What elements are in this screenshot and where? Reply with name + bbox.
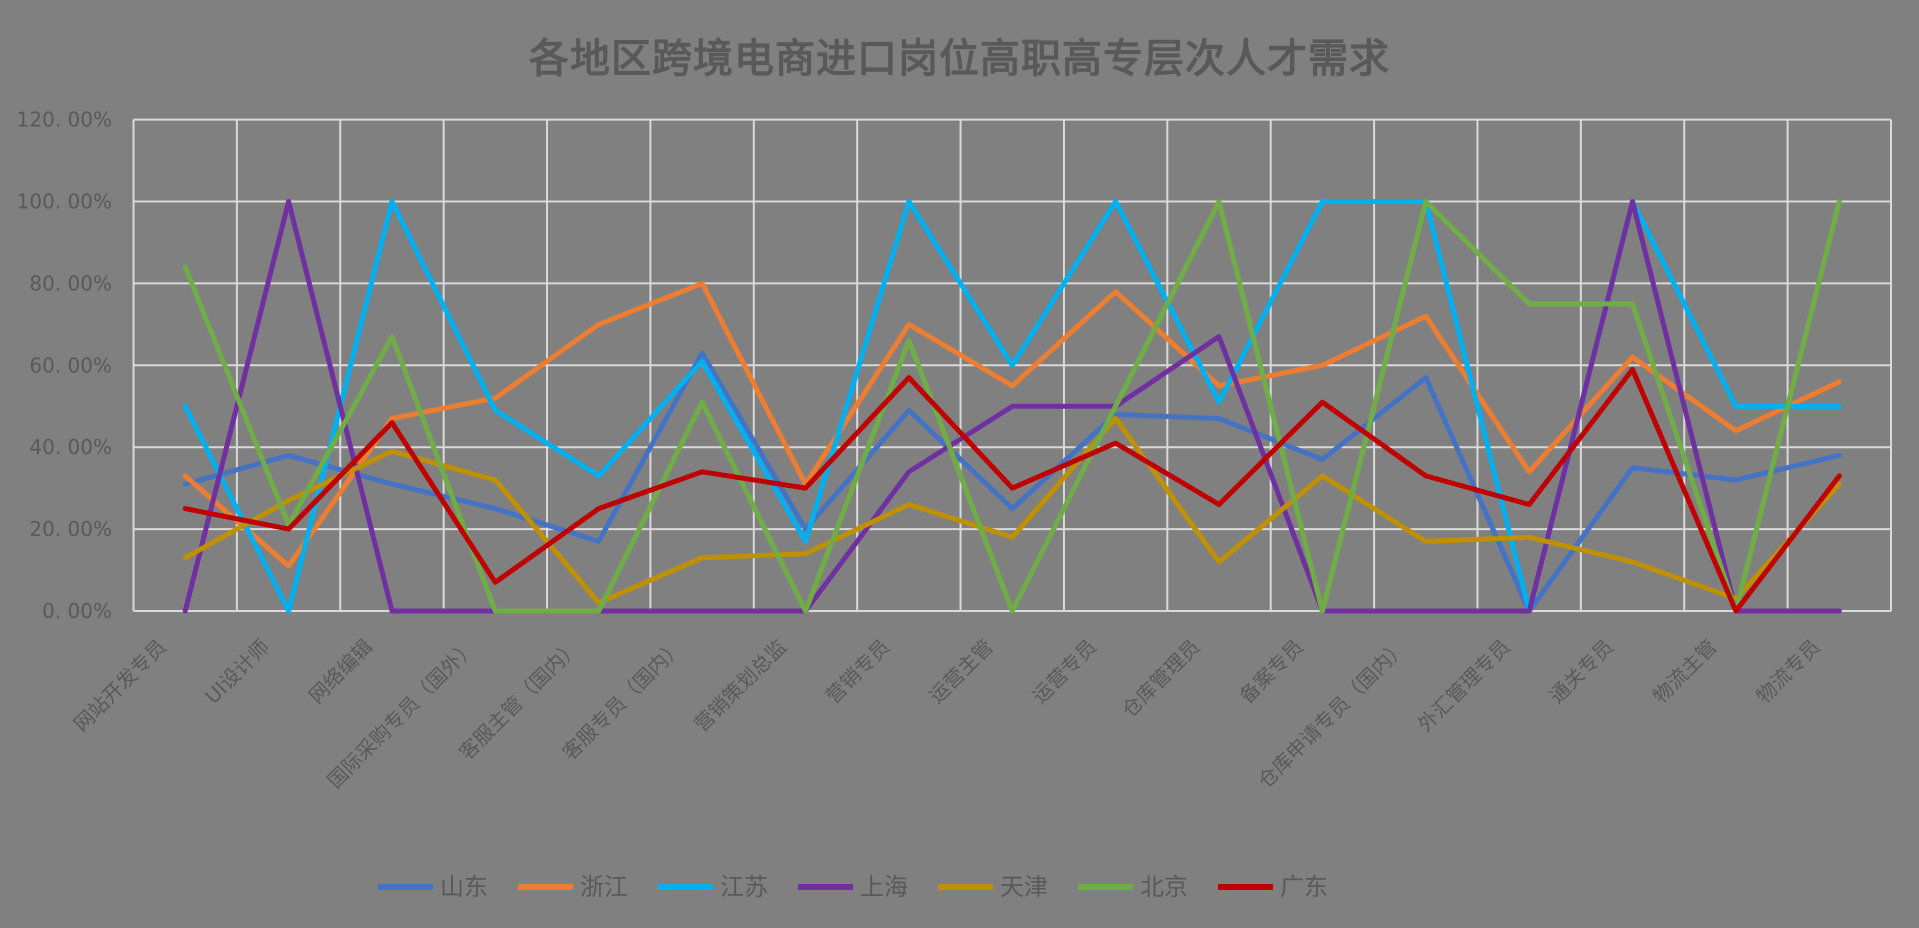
x-axis-category-label: 网站开发专员 [69, 635, 171, 737]
y-axis-tick-label: 40. 00% [29, 435, 112, 459]
legend-label-江苏: 江苏 [720, 873, 768, 901]
y-axis-tick-label: 60. 00% [29, 353, 112, 377]
x-axis-category-label: 物流专员 [1751, 635, 1825, 709]
series-line-北京 [182, 199, 1842, 614]
x-axis-category-label: 物流主管 [1648, 635, 1722, 709]
legend-item-北京: 北京 [1078, 875, 1188, 899]
legend-label-天津: 天津 [1000, 873, 1048, 901]
legend-label-浙江: 浙江 [580, 873, 628, 901]
legend-item-江苏: 江苏 [658, 875, 768, 899]
x-axis-category-label: 营销策划总监 [689, 635, 791, 737]
legend-label-上海: 上海 [860, 873, 908, 901]
legend-item-山东: 山东 [378, 875, 488, 899]
legend-swatch-山东 [378, 884, 433, 890]
series-line-广东 [182, 366, 1842, 614]
legend-item-天津: 天津 [938, 875, 1048, 899]
x-axis-category-label: 备案专员 [1234, 635, 1308, 709]
legend-label-广东: 广东 [1280, 873, 1328, 901]
chart-legend: 山东 浙江 江苏 上海 天津 北京 广东 [378, 870, 1328, 904]
series-line-浙江 [182, 280, 1842, 569]
legend-swatch-广东 [1218, 884, 1273, 890]
y-axis-tick-label: 20. 00% [29, 517, 112, 541]
y-axis-tick-label: 120. 00% [17, 108, 112, 132]
series-line-天津 [182, 416, 1842, 606]
y-axis-tick-label: 100. 00% [17, 190, 112, 214]
legend-item-浙江: 浙江 [518, 875, 628, 899]
y-axis-tick-label: 80. 00% [29, 271, 112, 295]
series-line-山东 [182, 350, 1842, 614]
legend-label-山东: 山东 [440, 873, 488, 901]
legend-swatch-江苏 [658, 884, 713, 890]
legend-swatch-天津 [938, 884, 993, 890]
y-axis-tick-label: 0. 00% [42, 599, 112, 623]
x-axis-category-label: 仓库管理员 [1117, 635, 1205, 723]
x-axis-category-label: 运营专员 [1028, 635, 1102, 709]
legend-swatch-北京 [1078, 884, 1133, 890]
series-line-上海 [182, 199, 1842, 614]
x-axis-category-label: UI设计师 [200, 635, 274, 709]
legend-label-北京: 北京 [1140, 873, 1188, 901]
x-axis-category-label: 外汇管理专员 [1413, 635, 1515, 737]
chart-title: 各地区跨境电商进口岗位高职高专层次人才需求 [529, 36, 1390, 82]
legend-swatch-浙江 [518, 884, 573, 890]
legend-swatch-上海 [798, 884, 853, 890]
x-axis-category-label: 营销专员 [821, 635, 895, 709]
x-axis-category-label: 通关专员 [1545, 635, 1619, 709]
x-axis-category-label: 网络编辑 [304, 635, 378, 709]
legend-item-广东: 广东 [1218, 875, 1328, 899]
x-axis-category-label: 运营主管 [924, 635, 998, 709]
legend-item-上海: 上海 [798, 875, 908, 899]
